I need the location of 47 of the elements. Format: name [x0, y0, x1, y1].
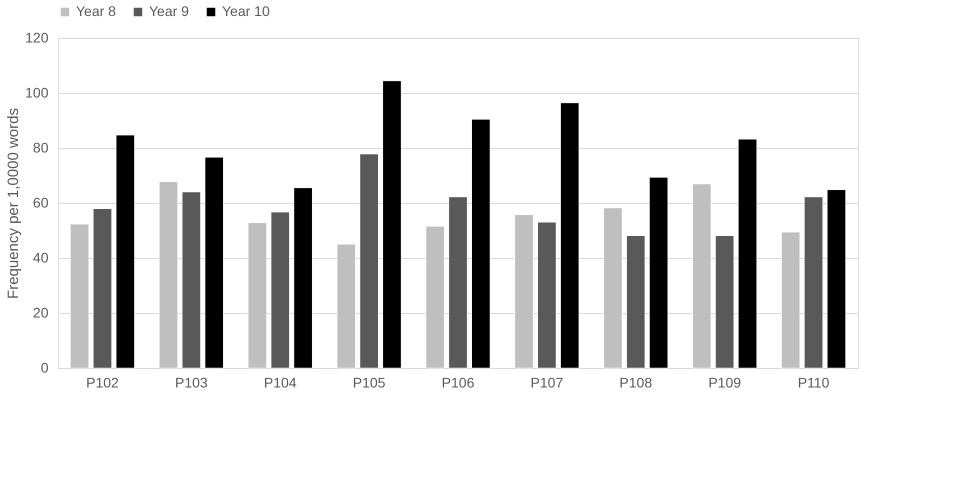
bar	[448, 196, 468, 368]
bar	[159, 182, 178, 368]
bar	[560, 102, 580, 368]
bar	[360, 154, 379, 368]
bar	[270, 212, 290, 368]
x-tick-label: P104	[264, 374, 297, 390]
bar	[382, 80, 402, 368]
bar	[692, 184, 712, 368]
bar	[827, 190, 846, 368]
x-tick-label: P107	[530, 374, 564, 390]
bar	[70, 224, 89, 368]
bar	[514, 214, 534, 368]
legend-label: Year 9	[149, 3, 190, 19]
bar	[626, 235, 646, 368]
y-tick-label: 0	[40, 360, 49, 376]
legend-label: Year 8	[76, 3, 116, 19]
bar	[604, 208, 622, 368]
x-tick-label: P109	[708, 374, 742, 390]
y-tick-label: 120	[25, 30, 49, 46]
x-tick-label: P110	[798, 374, 830, 390]
x-tick-label: P103	[174, 374, 208, 390]
legend-label: Year 10	[222, 3, 270, 19]
y-tick-label: 20	[32, 304, 49, 320]
bar	[715, 235, 734, 368]
bar	[804, 196, 823, 368]
y-tick-label: 100	[25, 84, 49, 100]
y-tick-label: 40	[32, 250, 49, 266]
y-tick-label: 60	[32, 194, 49, 210]
x-tick-label: P102	[86, 374, 120, 390]
bar	[738, 138, 757, 368]
bar	[204, 157, 224, 368]
bar	[649, 177, 668, 368]
bar	[471, 119, 490, 368]
x-tick-label: P108	[619, 374, 652, 390]
bar	[336, 244, 356, 368]
y-axis-title: Frequency per 1,0000 words	[5, 108, 22, 299]
bar	[248, 222, 267, 368]
x-tick-label: P105	[352, 374, 386, 390]
y-tick-label: 80	[32, 140, 49, 156]
bar	[182, 192, 201, 368]
bar	[781, 232, 800, 368]
x-tick-label: P106	[442, 374, 475, 390]
bar	[93, 208, 112, 368]
bar	[116, 134, 135, 368]
bar	[426, 226, 445, 368]
bar	[294, 188, 312, 368]
bar	[537, 222, 556, 368]
